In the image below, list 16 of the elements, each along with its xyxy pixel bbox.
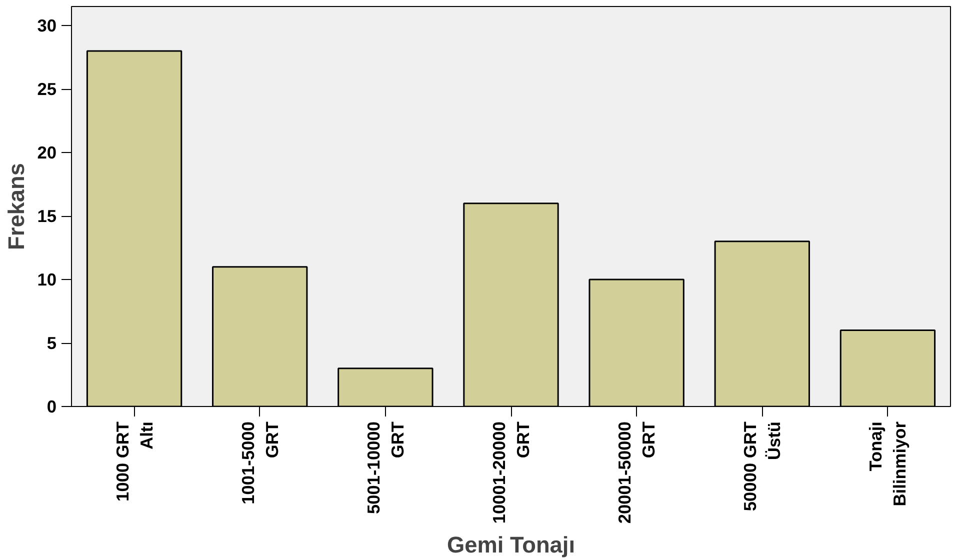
y-tick-label: 10 [37,270,57,290]
x-tick-label: 10001-20000 GRT [489,421,533,524]
x-tick-label: Tonajı Bilinmiyor [866,421,910,506]
y-tick-label: 30 [37,16,57,36]
y-tick-label: 20 [37,142,57,163]
x-tick-label: 1001-5000 GRT [238,421,282,504]
y-tick-label: 15 [37,206,57,226]
y-axis-title: Frekans [3,163,30,250]
x-tick-label: 50000 GRT Üstü [740,421,784,512]
x-tick-label: 1000 GRT Altı [112,421,156,502]
y-tick-label: 5 [46,333,57,354]
y-tick-label: 0 [46,396,57,416]
x-axis-title: Gemi Tonajı [447,532,575,558]
x-tick-label: 20001-50000 GRT [614,421,659,524]
x-tick-label: 5001-10000 GRT [363,421,408,514]
y-tick-label: 25 [37,79,57,100]
